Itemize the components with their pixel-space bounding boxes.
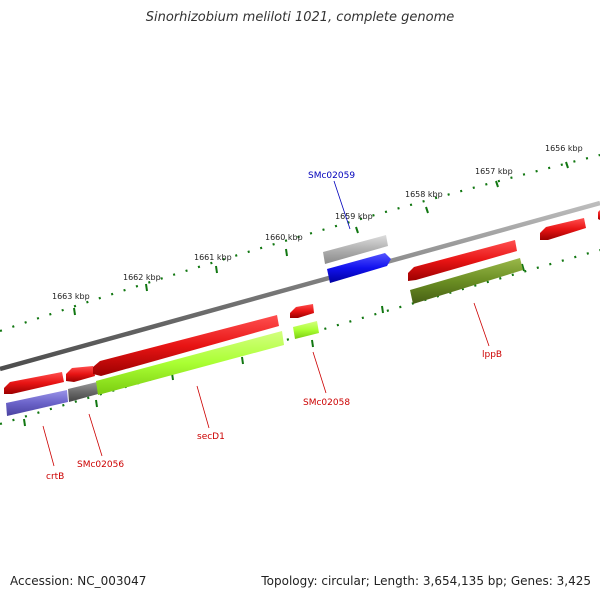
cds-bar-SMc02058[interactable] bbox=[293, 321, 319, 339]
ruler-label-1656: 1656 kbp bbox=[545, 144, 583, 153]
ruler: 1656 kbp 1657 kbp 1658 kbp 1659 kbp 1660… bbox=[52, 144, 583, 316]
ruler-tick-1657: 1657 kbp bbox=[475, 167, 513, 188]
ruler-label-1661: 1661 kbp bbox=[194, 253, 232, 262]
gene-arrow-lppB[interactable] bbox=[408, 240, 517, 281]
cds-bar-crtB[interactable] bbox=[6, 390, 68, 416]
accession-text: Accession: NC_003047 bbox=[10, 574, 147, 588]
gene-arrow-SMc02059[interactable] bbox=[323, 235, 388, 264]
ruler-label-1659: 1659 kbp bbox=[335, 212, 373, 221]
ruler-label-1662: 1662 kbp bbox=[123, 273, 161, 282]
ruler-label-1663: 1663 kbp bbox=[52, 292, 90, 301]
ruler-label-1658: 1658 kbp bbox=[405, 190, 443, 199]
label-SMc02056-text: SMc02056 bbox=[77, 460, 124, 470]
genome-summary-text: Topology: circular; Length: 3,654,135 bp… bbox=[261, 574, 591, 588]
cds-track bbox=[6, 253, 523, 416]
cds-bar-secD1[interactable] bbox=[96, 331, 284, 395]
gene-arrow-secD1[interactable] bbox=[93, 315, 279, 376]
genome-title: Sinorhizobium meliloti 1021, complete ge… bbox=[145, 10, 455, 25]
ruler-tick-1661: 1661 kbp bbox=[194, 253, 232, 274]
gene-arrow-crtB[interactable] bbox=[4, 372, 64, 394]
ruler-tick-1658: 1658 kbp bbox=[405, 190, 443, 214]
gene-arrow-next-1[interactable] bbox=[540, 218, 586, 240]
ruler-label-1660: 1660 kbp bbox=[265, 233, 303, 242]
label-lppB[interactable]: lppB bbox=[473, 302, 502, 360]
ruler-tick-1660: 1660 kbp bbox=[265, 233, 303, 257]
gene-arrow-SMc02056[interactable] bbox=[66, 366, 95, 382]
label-crtB-text: crtB bbox=[46, 472, 64, 482]
ruler-tick-1662: 1662 kbp bbox=[123, 273, 161, 292]
label-secD1-text: secD1 bbox=[197, 432, 225, 442]
genome-backbone bbox=[0, 200, 600, 372]
gene-arrow-SMc02058[interactable] bbox=[290, 304, 314, 318]
label-SMc02059[interactable]: SMc02059 bbox=[308, 171, 355, 230]
cds-bar-SMc02056[interactable] bbox=[68, 382, 98, 402]
feature-labels: SMc02059 lppB SMc02058 secD1 SMc02056 cr… bbox=[42, 171, 502, 482]
cds-bar-lppB[interactable] bbox=[410, 258, 523, 304]
ruler-tick-1663: 1663 kbp bbox=[52, 292, 90, 316]
label-lppB-text: lppB bbox=[482, 350, 502, 360]
label-SMc02058[interactable]: SMc02058 bbox=[303, 351, 350, 408]
label-secD1[interactable]: secD1 bbox=[196, 385, 225, 442]
label-SMc02058-text: SMc02058 bbox=[303, 398, 350, 408]
ruler-tick-1656: 1656 kbp bbox=[545, 144, 583, 169]
label-crtB[interactable]: crtB bbox=[42, 425, 64, 482]
label-SMc02059-text: SMc02059 bbox=[308, 171, 355, 181]
gene-track bbox=[4, 210, 600, 394]
cds-bar-SMc02059[interactable] bbox=[327, 253, 391, 283]
ruler-tick-1659: 1659 kbp bbox=[335, 212, 373, 234]
label-SMc02056[interactable]: SMc02056 bbox=[77, 413, 124, 470]
ruler-label-1657: 1657 kbp bbox=[475, 167, 513, 176]
